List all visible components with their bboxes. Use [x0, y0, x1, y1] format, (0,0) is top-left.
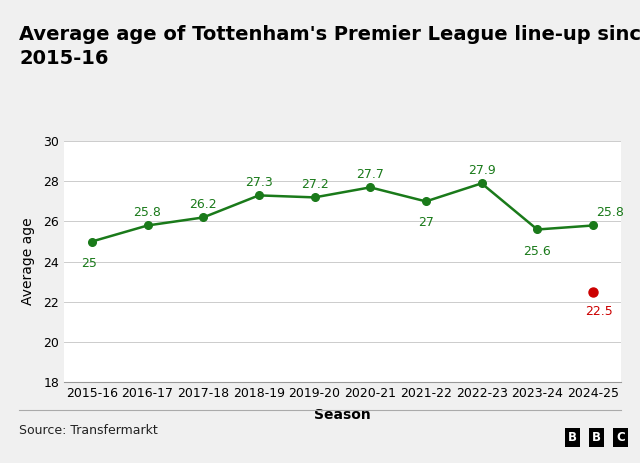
Y-axis label: Average age: Average age — [21, 218, 35, 306]
Text: Source: Transfermarkt: Source: Transfermarkt — [19, 424, 158, 437]
Text: 26.2: 26.2 — [189, 199, 217, 212]
Text: 25: 25 — [81, 257, 97, 269]
Text: B: B — [592, 431, 601, 444]
Text: 25.8: 25.8 — [134, 206, 161, 219]
Text: 27: 27 — [418, 217, 434, 230]
Text: 22.5: 22.5 — [585, 305, 612, 318]
Text: B: B — [568, 431, 577, 444]
Text: C: C — [616, 431, 625, 444]
Text: 25.6: 25.6 — [524, 244, 551, 257]
Text: 27.2: 27.2 — [301, 178, 328, 191]
X-axis label: Season: Season — [314, 408, 371, 422]
Text: Average age of Tottenham's Premier League line-up since: Average age of Tottenham's Premier Leagu… — [19, 25, 640, 44]
Text: 27.9: 27.9 — [468, 164, 495, 177]
Text: 25.8: 25.8 — [596, 206, 623, 219]
Text: 2015-16: 2015-16 — [19, 49, 109, 68]
Text: 27.3: 27.3 — [245, 176, 273, 189]
Text: 27.7: 27.7 — [356, 169, 384, 181]
